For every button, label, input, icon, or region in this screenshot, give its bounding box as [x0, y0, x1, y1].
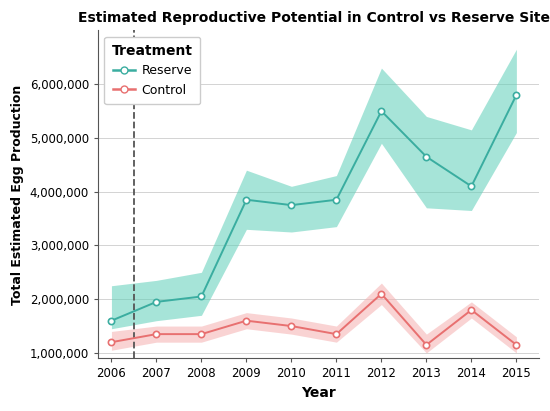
X-axis label: Year: Year [301, 386, 336, 400]
Y-axis label: Total Estimated Egg Production: Total Estimated Egg Production [11, 84, 24, 305]
Legend: Reserve, Control: Reserve, Control [104, 37, 200, 104]
Title: Estimated Reproductive Potential in Control vs Reserve Sites: Estimated Reproductive Potential in Cont… [78, 11, 550, 25]
